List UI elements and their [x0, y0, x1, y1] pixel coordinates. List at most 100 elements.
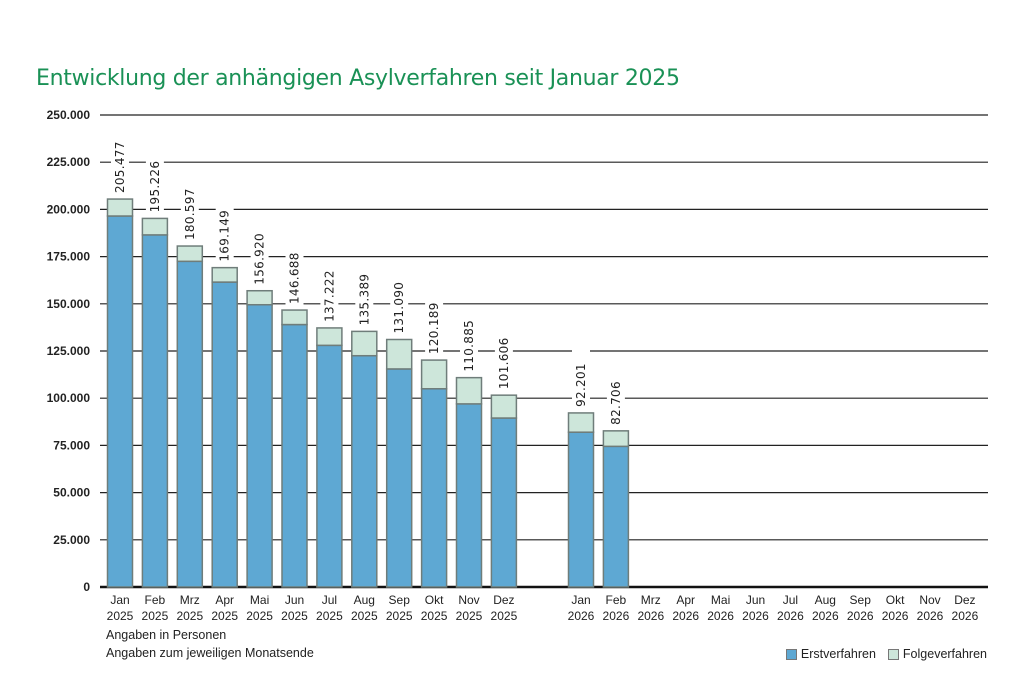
legend-swatch-folgeverfahren: [887, 648, 899, 660]
x-tick-month: Okt: [886, 593, 905, 607]
data-label-total: 156.920: [253, 233, 267, 285]
bar-folgeverfahren: [420, 359, 448, 390]
x-tick-month: Jun: [285, 593, 304, 607]
x-tick-month: Jun: [746, 593, 765, 607]
note-month-end: Angaben zum jeweiligen Monatsende: [106, 646, 314, 660]
bar-erstverfahren: [141, 234, 169, 588]
x-axis: Jan 2025 Feb 2025 Mrz 2025 Apr 2025 Mai 2025 Jun 20…: [107, 593, 979, 623]
bar-folgeverfahren: [211, 266, 238, 283]
x-tick-month: Okt: [425, 593, 444, 607]
x-tick-year: 2026: [742, 609, 769, 623]
bar-folgeverfahren: [351, 330, 378, 357]
x-tick-month: Jan: [110, 593, 129, 607]
bar-folgeverfahren: [316, 327, 343, 347]
chart-title: Entwicklung der anhängigen Asylverfahren…: [36, 66, 680, 91]
x-tick-month: Aug: [354, 593, 375, 607]
data-label-background: [494, 327, 513, 392]
x-tick-year: 2026: [603, 609, 630, 623]
x-tick-month: Apr: [215, 593, 234, 607]
x-tick-year: 2026: [707, 609, 734, 623]
bar-folgeverfahren: [246, 289, 273, 306]
data-label-background: [180, 178, 199, 243]
data-label-total: 131.090: [392, 282, 406, 334]
x-tick-year: 2025: [211, 609, 238, 623]
x-tick-month: Mrz: [180, 593, 200, 607]
x-tick-month: Dez: [954, 593, 975, 607]
x-tick-year: 2025: [142, 609, 169, 623]
bars: [106, 198, 630, 588]
x-tick-year: 2025: [281, 609, 308, 623]
x-tick-year: 2025: [316, 609, 343, 623]
x-tick-month: Nov: [458, 593, 479, 607]
legend-item-folgeverfahren: Folgeverfahren: [887, 647, 987, 661]
bar-erstverfahren: [246, 303, 273, 588]
x-tick-year: 2026: [637, 609, 664, 623]
x-tick-year: 2026: [882, 609, 909, 623]
x-tick-year: 2026: [777, 609, 804, 623]
bar-folgeverfahren: [281, 309, 308, 326]
bar-folgeverfahren: [141, 217, 169, 236]
x-tick-month: Nov: [919, 593, 940, 607]
data-label-total: 110.885: [462, 320, 476, 372]
y-tick-label: 250.000: [47, 108, 91, 122]
legend-label-folgeverfahren: Folgeverfahren: [902, 647, 987, 661]
data-label-background: [250, 222, 269, 287]
x-tick-year: 2025: [351, 609, 378, 623]
data-label-background: [111, 131, 129, 196]
bar-folgeverfahren: [455, 376, 483, 405]
data-label-background: [572, 344, 590, 409]
bar-folgeverfahren: [602, 430, 630, 448]
data-label-total: 92.201: [574, 363, 588, 407]
x-tick-year: 2025: [421, 609, 448, 623]
bar-erstverfahren: [281, 323, 308, 588]
x-tick-month: Jul: [783, 593, 798, 607]
x-tick-year: 2025: [176, 609, 203, 623]
x-tick-year: 2025: [107, 609, 134, 623]
x-tick-month: Mrz: [641, 593, 661, 607]
x-tick-month: Jul: [322, 593, 337, 607]
x-tick-year: 2026: [917, 609, 944, 623]
data-label-total: 169.149: [218, 210, 232, 262]
data-label-total: 82.706: [609, 381, 623, 425]
data-label-background: [606, 362, 625, 427]
bar-erstverfahren: [602, 445, 630, 588]
bar-erstverfahren: [567, 431, 595, 588]
x-tick-month: Dez: [493, 593, 514, 607]
y-tick-label: 100.000: [47, 391, 91, 405]
y-axis: 0 25.000 50.000 75.000 100.000 125.000 150.000…: [47, 108, 91, 594]
x-tick-year: 2025: [491, 609, 518, 623]
x-tick-month: Feb: [145, 593, 166, 607]
x-tick-year: 2026: [952, 609, 979, 623]
y-tick-label: 200.000: [47, 202, 91, 216]
y-tick-label: 50.000: [53, 486, 90, 500]
y-tick-label: 150.000: [47, 297, 91, 311]
bar-erstverfahren: [351, 354, 378, 588]
x-tick-year: 2025: [246, 609, 273, 623]
bar-erstverfahren: [420, 388, 448, 588]
data-label-total: 205.477: [113, 141, 127, 193]
x-tick-month: Jan: [571, 593, 590, 607]
y-tick-label: 25.000: [53, 533, 90, 547]
bar-folgeverfahren: [567, 412, 595, 433]
bar-erstverfahren: [316, 344, 343, 588]
bar-erstverfahren: [385, 368, 413, 588]
bar-erstverfahren: [211, 281, 238, 588]
data-label-background: [390, 271, 409, 336]
data-label-total: 195.226: [148, 161, 162, 213]
y-tick-label: 125.000: [47, 344, 91, 358]
x-tick-month: Sep: [850, 593, 872, 607]
bar-erstverfahren: [106, 215, 134, 588]
x-tick-month: Mai: [250, 593, 269, 607]
data-label-background: [320, 259, 339, 324]
data-label-background: [355, 263, 374, 328]
legend-label-erstverfahren: Erstverfahren: [800, 647, 876, 661]
y-tick-label: 0: [83, 580, 90, 594]
data-label-total: 137.222: [322, 270, 336, 322]
bar-erstverfahren: [455, 403, 483, 588]
data-label-total: 146.688: [288, 252, 302, 304]
data-label-total: 101.606: [497, 337, 511, 389]
bar-folgeverfahren: [176, 245, 204, 263]
x-tick-month: Mai: [711, 593, 730, 607]
y-tick-label: 75.000: [53, 438, 90, 452]
